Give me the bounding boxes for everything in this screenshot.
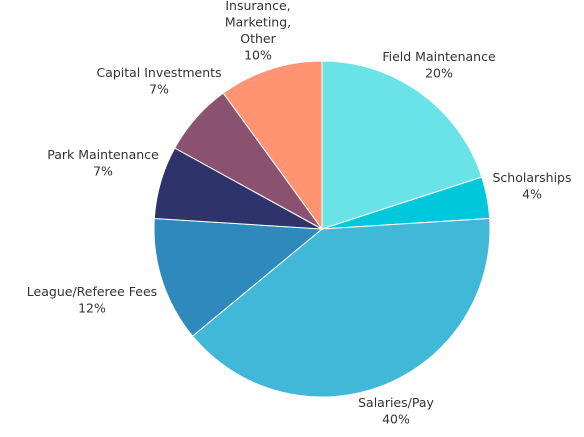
slice-label-5: Capital Investments 7% xyxy=(96,65,221,97)
pie-slice-6 xyxy=(222,60,323,231)
pie-slice-0 xyxy=(321,60,483,230)
pie-slice-3 xyxy=(153,217,324,337)
slice-label-1: Scholarships 4% xyxy=(492,170,571,202)
slice-label-3: League/Referee Fees 12% xyxy=(27,284,157,316)
slice-label-4: Park Maintenance 7% xyxy=(47,147,159,179)
slice-label-0: Field Maintenance 20% xyxy=(382,49,496,81)
slice-label-6: Insurance, Marketing, Other 10% xyxy=(225,0,291,63)
pie-slice-2 xyxy=(191,217,491,398)
slice-label-2: Salaries/Pay 40% xyxy=(358,395,434,427)
